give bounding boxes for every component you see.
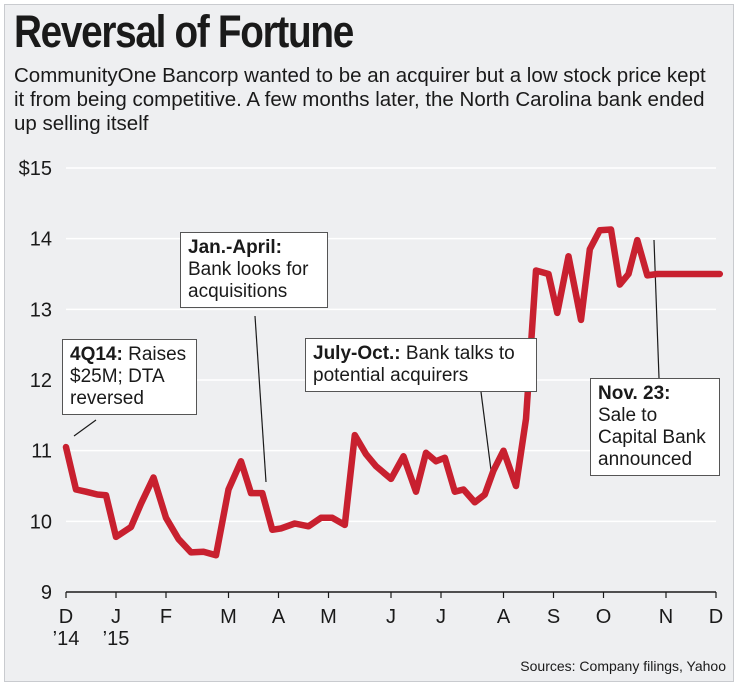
source-note: Sources: Company filings, Yahoo [520, 658, 726, 674]
annotation-july-oct: July-Oct.: Bank talks to potential acqui… [305, 338, 537, 392]
annotation-leader-nov23 [653, 239, 660, 379]
x-axis: D’14J’15F M A M J J A S O N D [53, 592, 723, 650]
series-layer [62, 226, 724, 559]
x-tick-label: A [272, 606, 286, 628]
annotation-4q14-text: Raises $25M; DTA reversed [70, 344, 187, 409]
annotation-leader-july-oct [480, 391, 493, 479]
chart-subtitle: CommunityOne Bancorp wanted to be an acq… [14, 64, 706, 135]
y-tick-label: $15 [19, 158, 52, 180]
x-tick-label: O [596, 606, 612, 628]
x-tick-sublabel: ’14 [53, 628, 80, 650]
x-tick-label: A [497, 606, 511, 628]
y-tick-label: 10 [30, 511, 52, 533]
chart-title: Reversal of Fortune [14, 6, 354, 57]
x-tick-label: D [709, 606, 723, 628]
annotation-4q14: 4Q14: Raises $25M; DTA reversed [62, 339, 197, 415]
y-tick-label: 14 [30, 229, 52, 251]
y-tick-label: 12 [30, 370, 52, 392]
annotation-jan-april-text: Bank looks for acquisitions [188, 259, 309, 302]
x-tick-label: J [436, 606, 446, 628]
annotation-leader-jan-april [254, 315, 267, 483]
x-tick-label: M [220, 606, 237, 628]
annotation-july-oct-bold: July-Oct.: [313, 343, 401, 364]
y-tick-label: 13 [30, 299, 52, 321]
annotation-nov23-bold: Nov. 23: [598, 383, 671, 404]
y-axis: 9 10 11 12 13 14 $15 [19, 158, 52, 604]
annotation-4q14-bold: 4Q14: [70, 344, 123, 365]
annotation-july-oct-text: Bank talks to potential acquirers [313, 343, 515, 386]
x-tick-label: D [59, 606, 73, 628]
y-tick-label: 11 [31, 441, 52, 463]
annotation-nov23-text: Sale to Capital Bank announced [598, 405, 706, 470]
annotation-leader-4q14 [73, 419, 97, 437]
series-line-price [62, 226, 724, 559]
x-tick-sublabel: ’15 [103, 628, 130, 650]
x-tick-label: N [659, 606, 673, 628]
annotation-leaders [73, 239, 660, 483]
annotation-nov23: Nov. 23: Sale to Capital Bank announced [590, 378, 720, 476]
annotation-jan-april: Jan.-April: Bank looks for acquisitions [180, 232, 328, 308]
annotation-jan-april-bold: Jan.-April: [188, 237, 282, 258]
y-tick-label: 9 [41, 582, 52, 604]
x-tick-label: F [160, 606, 172, 628]
x-tick-label: J [111, 606, 121, 628]
x-tick-label: M [320, 606, 337, 628]
x-tick-label: S [547, 606, 560, 628]
x-tick-label: J [386, 606, 396, 628]
